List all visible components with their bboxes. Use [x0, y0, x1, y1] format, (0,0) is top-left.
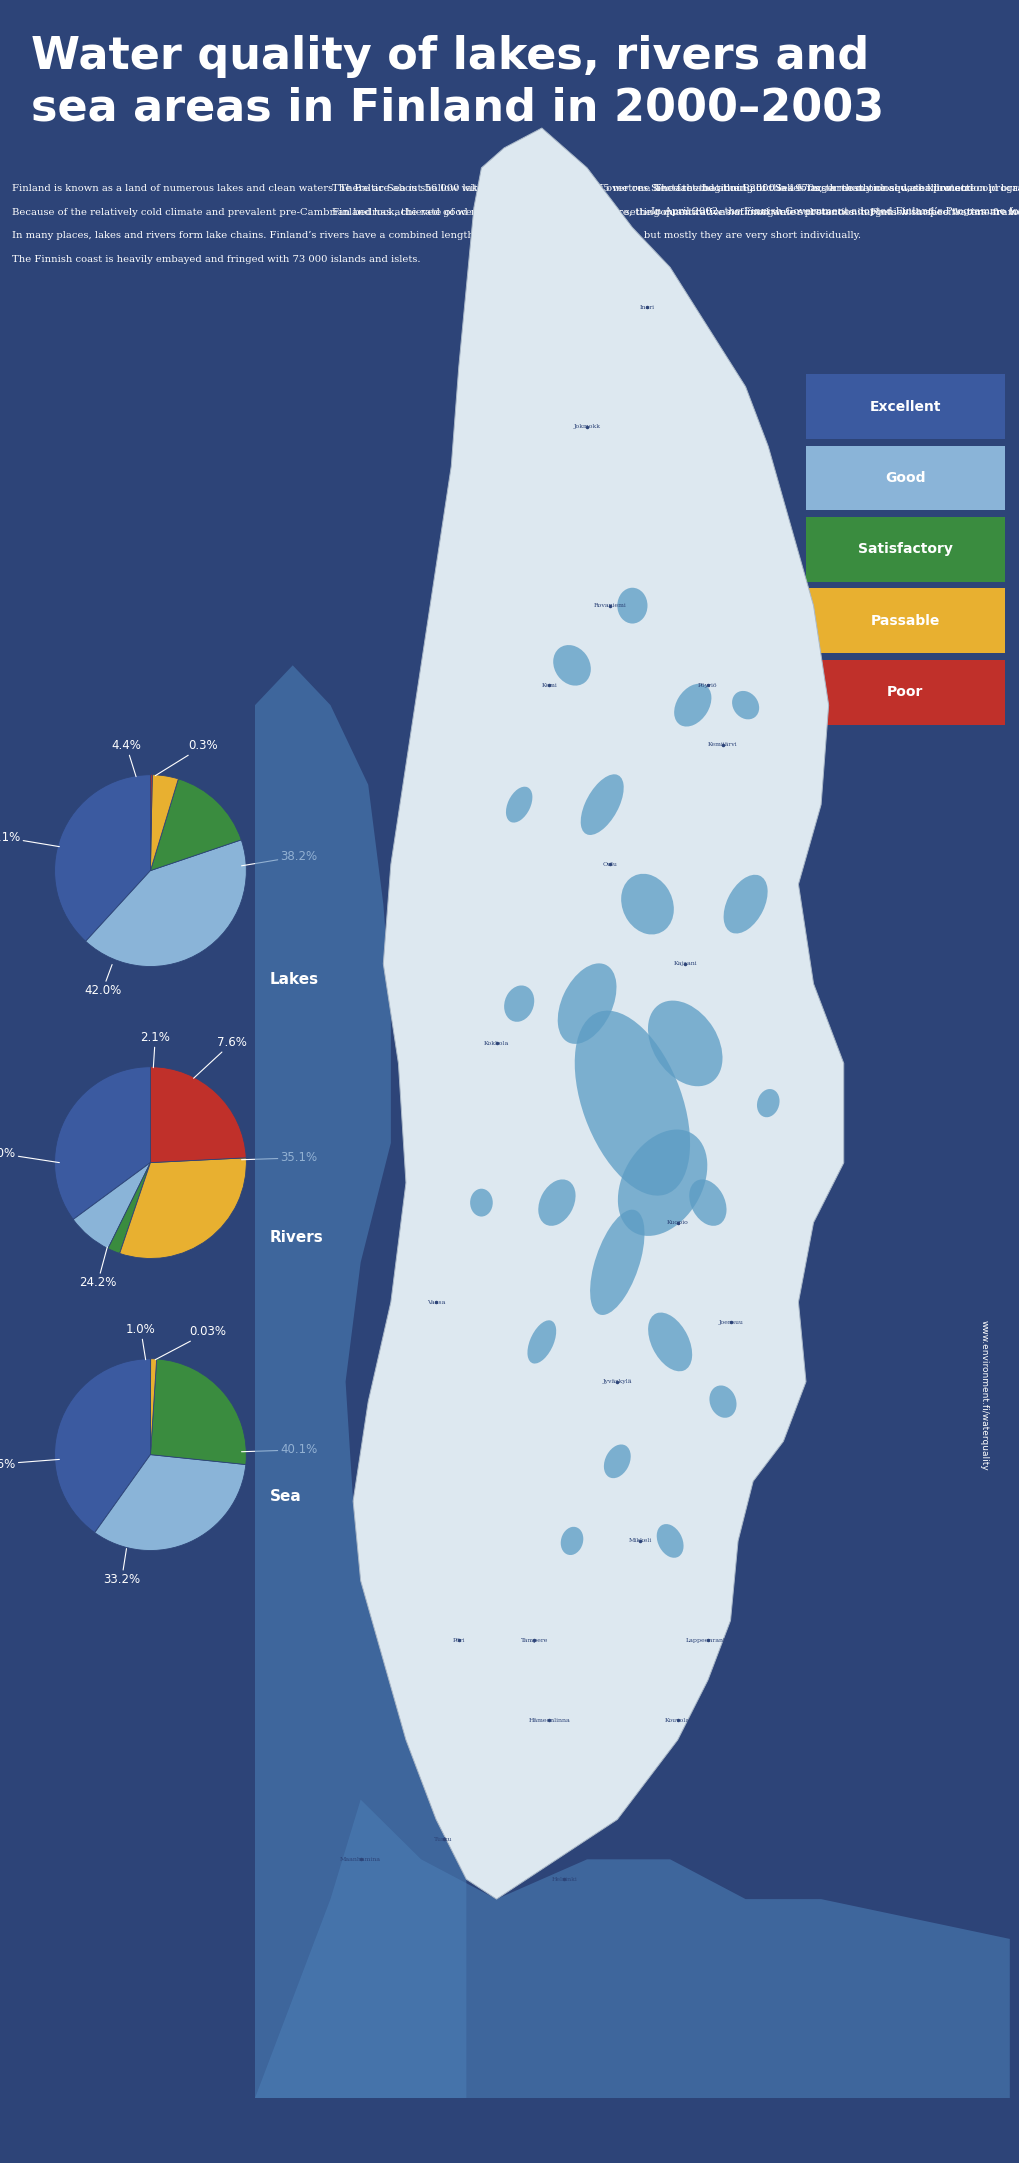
- Ellipse shape: [722, 874, 767, 934]
- Bar: [805, 446, 1004, 510]
- Text: 40.1%: 40.1%: [242, 1443, 317, 1456]
- Ellipse shape: [647, 1313, 692, 1371]
- Text: 4.4%: 4.4%: [111, 740, 142, 777]
- Ellipse shape: [590, 1209, 644, 1315]
- Text: 38.2%: 38.2%: [242, 850, 317, 865]
- Ellipse shape: [756, 1088, 779, 1118]
- Ellipse shape: [647, 1001, 721, 1086]
- Text: Pöri: Pöri: [452, 1637, 465, 1644]
- Text: Kemi: Kemi: [541, 684, 556, 688]
- Text: Rovaniemi: Rovaniemi: [593, 603, 626, 608]
- Text: www.environment.fi/waterquality: www.environment.fi/waterquality: [979, 1319, 987, 1471]
- Text: 42.0%: 42.0%: [84, 965, 121, 997]
- Wedge shape: [95, 1454, 246, 1551]
- Bar: [805, 588, 1004, 653]
- Text: Kouvola: Kouvola: [664, 1717, 690, 1722]
- Wedge shape: [86, 839, 246, 967]
- Text: Helsinki: Helsinki: [551, 1877, 577, 1882]
- Ellipse shape: [709, 1386, 736, 1417]
- Text: Water quality of lakes, rivers and
sea areas in Finland in 2000–2003: Water quality of lakes, rivers and sea a…: [31, 35, 882, 130]
- Text: 0.03%: 0.03%: [155, 1326, 226, 1361]
- Bar: [805, 660, 1004, 725]
- Wedge shape: [151, 774, 178, 872]
- Ellipse shape: [552, 645, 590, 686]
- Text: Sea: Sea: [270, 1488, 302, 1503]
- Wedge shape: [151, 774, 152, 872]
- Bar: [805, 517, 1004, 582]
- Text: Passable: Passable: [869, 614, 940, 627]
- Text: Kemijärvi: Kemijärvi: [707, 742, 737, 748]
- Text: Finnish Environment Institute (SYKE)    ●    Regional Environment Centres: Finnish Environment Institute (SYKE) ● R…: [264, 2128, 755, 2144]
- Text: 25.6%: 25.6%: [0, 1458, 59, 1471]
- Text: Inari: Inari: [639, 305, 654, 309]
- Ellipse shape: [580, 774, 623, 835]
- Text: Pöyriö: Pöyriö: [697, 684, 717, 688]
- Ellipse shape: [560, 1527, 583, 1555]
- Text: 33.2%: 33.2%: [103, 1549, 140, 1585]
- Ellipse shape: [505, 787, 532, 822]
- Text: Poor: Poor: [887, 686, 922, 699]
- Text: 31.0%: 31.0%: [0, 1146, 59, 1164]
- Text: Oulu: Oulu: [602, 861, 616, 867]
- Ellipse shape: [503, 986, 534, 1021]
- Bar: [805, 374, 1004, 439]
- Wedge shape: [119, 1157, 246, 1259]
- Ellipse shape: [656, 1525, 683, 1557]
- Ellipse shape: [603, 1445, 630, 1477]
- Text: Rivers: Rivers: [270, 1231, 323, 1246]
- Text: The Baltic Sea is shallow with a mean depth of only 55 metres. The fact that the: The Baltic Sea is shallow with a mean de…: [331, 184, 1019, 216]
- Ellipse shape: [470, 1190, 492, 1216]
- Ellipse shape: [574, 1010, 690, 1196]
- Ellipse shape: [538, 1179, 575, 1226]
- Wedge shape: [55, 1066, 151, 1220]
- Ellipse shape: [689, 1179, 726, 1226]
- Text: 0.3%: 0.3%: [155, 740, 218, 777]
- Text: 15.1%: 15.1%: [0, 831, 59, 846]
- Wedge shape: [151, 779, 242, 872]
- Text: Joensuu: Joensuu: [717, 1319, 742, 1324]
- Text: Kokkola: Kokkola: [483, 1040, 508, 1047]
- Text: 2.1%: 2.1%: [141, 1032, 170, 1069]
- Text: Hämeenlinna: Hämeenlinna: [528, 1717, 570, 1722]
- Wedge shape: [55, 774, 151, 941]
- Text: Good: Good: [884, 472, 924, 485]
- Text: Lappeenranta: Lappeenranta: [685, 1637, 730, 1644]
- Ellipse shape: [732, 690, 758, 720]
- Text: Kotka: Kotka: [660, 1817, 679, 1821]
- Polygon shape: [353, 128, 843, 1899]
- Text: 35.1%: 35.1%: [242, 1151, 317, 1164]
- Text: Tampere: Tampere: [520, 1637, 547, 1644]
- Text: Kuopio: Kuopio: [666, 1220, 688, 1224]
- Polygon shape: [255, 1800, 1009, 2098]
- Ellipse shape: [616, 588, 647, 623]
- Ellipse shape: [527, 1319, 555, 1363]
- Text: Lakes: Lakes: [270, 971, 319, 986]
- Text: Kajaani: Kajaani: [673, 960, 696, 967]
- Text: 24.2%: 24.2%: [78, 1248, 116, 1289]
- Ellipse shape: [621, 874, 674, 934]
- Text: 1.0%: 1.0%: [126, 1324, 156, 1361]
- Polygon shape: [255, 666, 466, 2098]
- Text: Excellent: Excellent: [868, 400, 941, 413]
- Wedge shape: [151, 1066, 246, 1164]
- Ellipse shape: [618, 1129, 706, 1235]
- Text: Jokmokk: Jokmokk: [573, 424, 600, 428]
- Text: Finland is known as a land of numerous lakes and clean waters. There are about 5: Finland is known as a land of numerous l…: [12, 184, 1019, 264]
- Text: Since the beginning of the 1970s, three national water protection programmes hav: Since the beginning of the 1970s, three …: [650, 184, 1019, 216]
- Ellipse shape: [674, 684, 710, 727]
- Text: Vaasa: Vaasa: [427, 1300, 445, 1304]
- Wedge shape: [151, 1358, 157, 1454]
- Ellipse shape: [557, 963, 615, 1045]
- Text: Maanhamina: Maanhamina: [340, 1856, 381, 1862]
- Wedge shape: [55, 1358, 151, 1534]
- Wedge shape: [108, 1164, 151, 1252]
- Text: Jyväskylä: Jyväskylä: [602, 1380, 632, 1384]
- Text: Satisfactory: Satisfactory: [857, 543, 952, 556]
- Wedge shape: [73, 1164, 151, 1248]
- Text: Mikkeli: Mikkeli: [628, 1538, 651, 1544]
- Wedge shape: [151, 1358, 246, 1464]
- Text: Turku: Turku: [434, 1836, 452, 1843]
- Text: 7.6%: 7.6%: [194, 1036, 247, 1077]
